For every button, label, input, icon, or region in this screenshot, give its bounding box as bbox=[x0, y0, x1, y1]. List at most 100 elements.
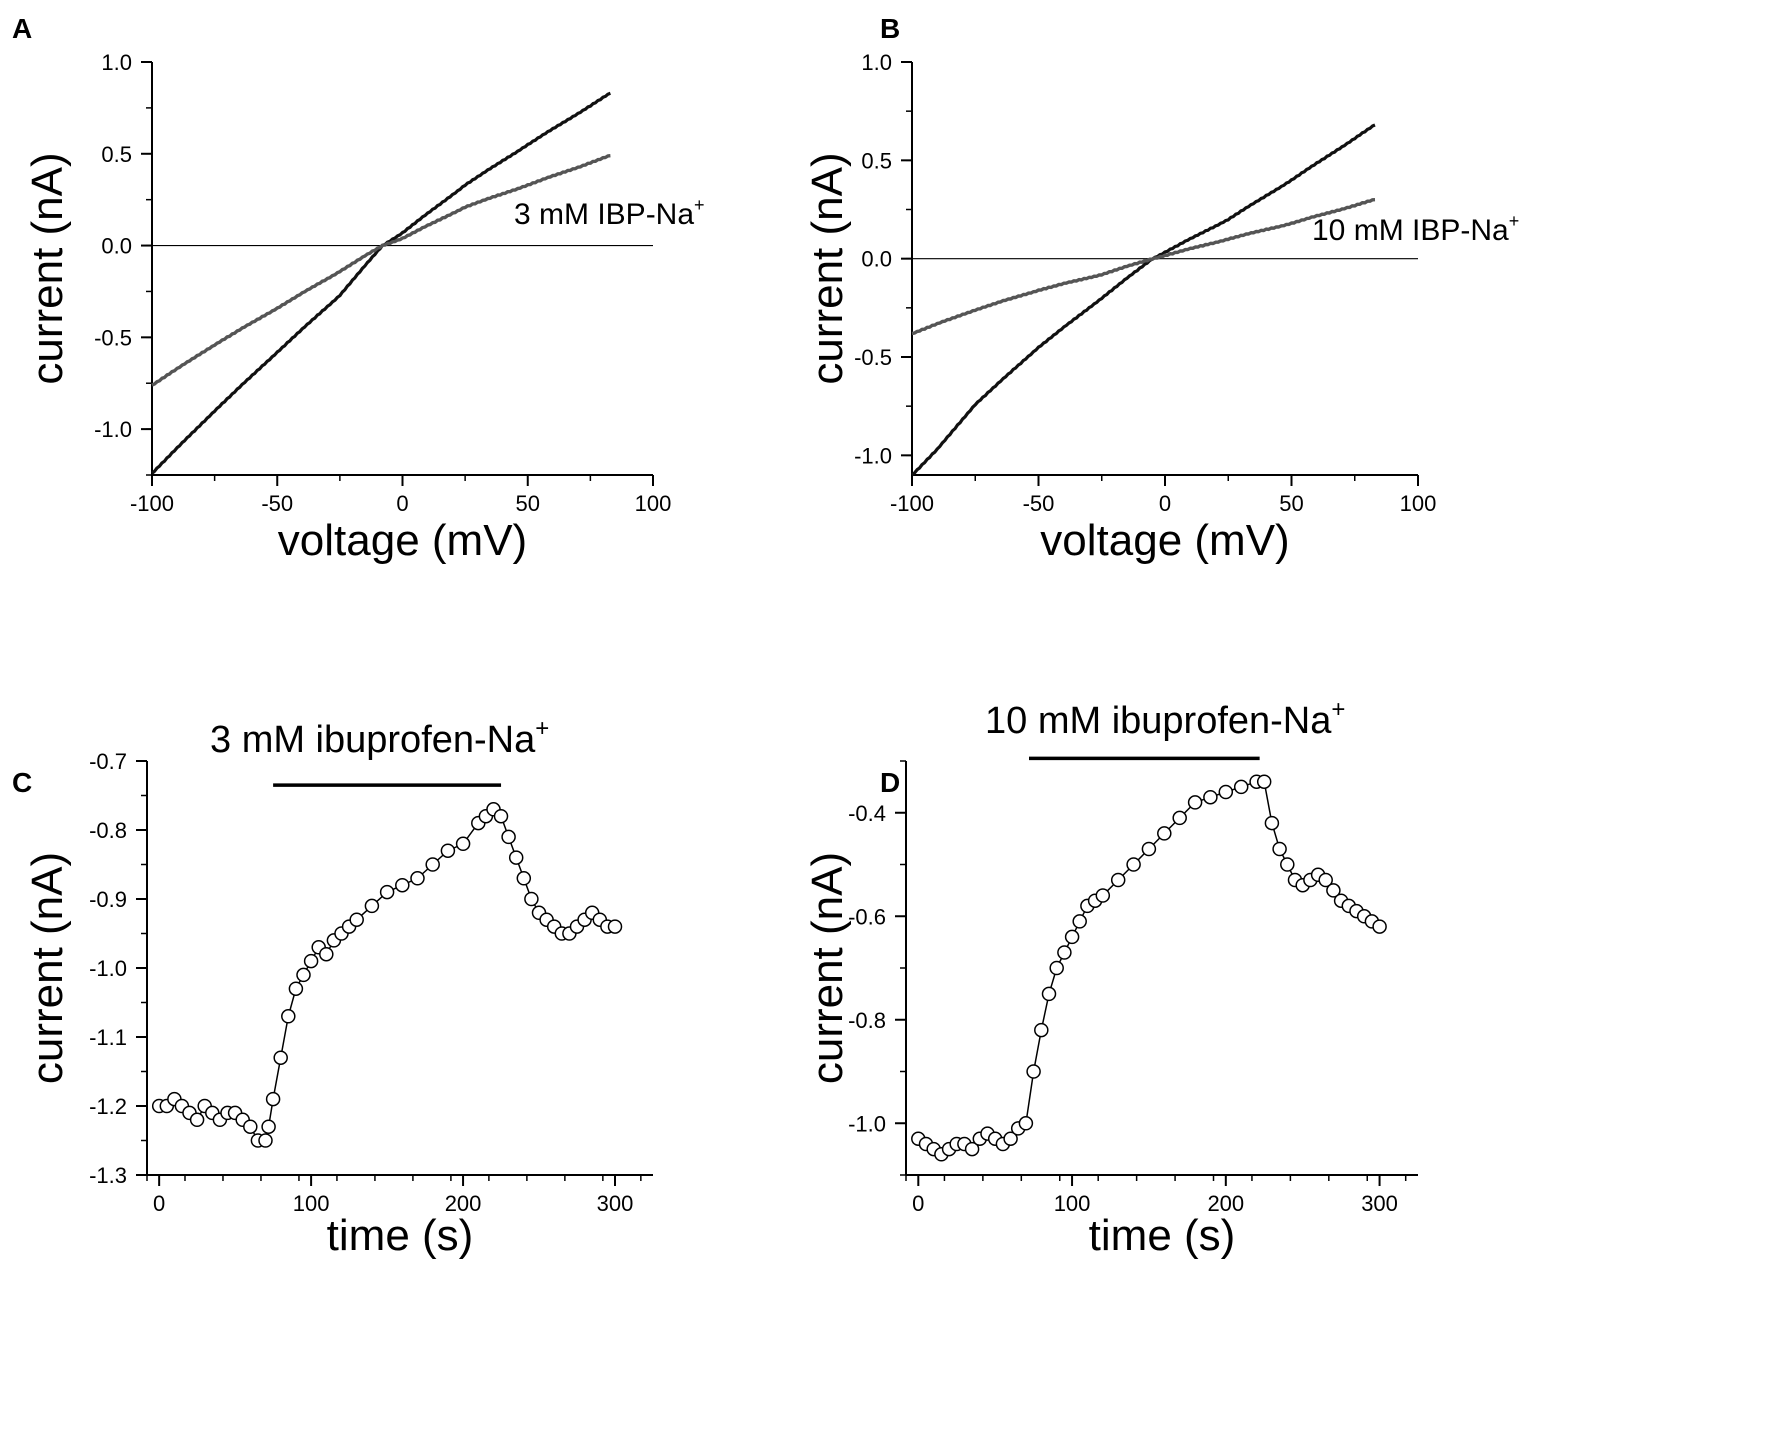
panel-d-x-tick-label: 0 bbox=[912, 1191, 924, 1216]
panel-c-data-point bbox=[349, 912, 364, 927]
panel-d-data-point bbox=[1049, 960, 1064, 976]
panel-d-data-point bbox=[1218, 784, 1234, 800]
panel-d-data-point bbox=[1126, 857, 1141, 872]
panel-d-data-point bbox=[1057, 945, 1072, 960]
panel-c-y-tick-label: -1.3 bbox=[89, 1163, 127, 1188]
panel-d-data-point bbox=[1064, 929, 1080, 945]
panel-c-data-point bbox=[281, 1009, 296, 1024]
panel-c-data-point bbox=[501, 829, 516, 845]
panel-b-y-tick-label: 1.0 bbox=[861, 50, 892, 75]
panel-d-y-tick-label: -0.8 bbox=[848, 1008, 886, 1033]
panel-a-annotation-text: 3 mM IBP-Na bbox=[514, 198, 694, 231]
panel-b-y-tick-label: 0.5 bbox=[861, 148, 892, 173]
panel-c-y-tick-label: -1.1 bbox=[89, 1025, 127, 1050]
panel-d-data-point bbox=[1072, 914, 1087, 929]
panel-a-annotation: 3 mM IBP-Na+ bbox=[514, 195, 705, 231]
panel-c-data-point bbox=[524, 891, 539, 907]
panel-d-data-point bbox=[1326, 883, 1341, 898]
panel-a-y-tick-label: 0.5 bbox=[101, 142, 132, 167]
panel-a-annotation-superscript: + bbox=[694, 195, 705, 215]
panel-a-x-tick-label: 100 bbox=[635, 491, 672, 516]
panel-c-data-point bbox=[296, 967, 311, 983]
panel-b-series-control-line bbox=[911, 123, 1376, 477]
panel-a-x-axis-label: voltage (mV) bbox=[278, 516, 527, 565]
panel-b-annotation: 10 mM IBP-Na+ bbox=[1312, 211, 1519, 247]
panel-d-data-point bbox=[1041, 986, 1057, 1002]
panel-a-y-tick-label: 1.0 bbox=[101, 50, 132, 75]
panel-d-y-tick-label: -1.0 bbox=[848, 1111, 886, 1136]
panel-c-y-tick-label: -1.2 bbox=[89, 1094, 127, 1119]
panel-b-letter: B bbox=[880, 13, 900, 44]
panel-d-data-point bbox=[1372, 919, 1387, 934]
panel-d-data-point bbox=[1003, 1131, 1018, 1147]
panel-c-data-point bbox=[319, 946, 334, 962]
panel-b-x-axis-label: voltage (mV) bbox=[1040, 516, 1289, 565]
panel-c-y-tick-label: -0.9 bbox=[89, 887, 127, 912]
panel-c-data-point bbox=[288, 981, 304, 996]
panel-d-data-point bbox=[1187, 795, 1203, 810]
panel-a-y-tick-label: -1.0 bbox=[94, 417, 132, 442]
panel-a-y-axis-label: current (nA) bbox=[23, 152, 72, 384]
panel-d-data-point bbox=[1026, 1064, 1041, 1079]
panel-c-y-axis-label: current (nA) bbox=[23, 852, 72, 1084]
panel-c-data-point bbox=[258, 1133, 273, 1148]
panel-c-y-tick-label: -0.8 bbox=[89, 818, 127, 843]
panel-c-data-point bbox=[455, 836, 471, 852]
panel-c-annotation: 3 mM ibuprofen-Na+ bbox=[210, 715, 549, 761]
panel-c-data-point bbox=[364, 898, 380, 914]
panel-d-annotation-text: 10 mM ibuprofen-Na bbox=[985, 700, 1332, 742]
panel-a-x-tick-label: -50 bbox=[261, 491, 293, 516]
panel-c-data-point bbox=[607, 919, 623, 934]
panel-b-y-tick-label: 0.0 bbox=[861, 247, 892, 272]
panel-c-y-tick-label: -1.0 bbox=[89, 956, 127, 981]
panel-d-annotation: 10 mM ibuprofen-Na+ bbox=[985, 696, 1345, 742]
panel-b-x-tick-label: -50 bbox=[1023, 491, 1055, 516]
panel-a-series-ibp-line bbox=[151, 154, 611, 387]
panel-d-letter: D bbox=[880, 767, 900, 798]
panel-d-data-point bbox=[1233, 779, 1249, 795]
panel-c-data-point bbox=[425, 857, 440, 872]
panel-d-data-point bbox=[1157, 826, 1172, 841]
panel-b-y-tick-label: -0.5 bbox=[854, 345, 892, 370]
panel-c-data-point bbox=[379, 884, 395, 900]
panel-d-data-point bbox=[1203, 789, 1218, 805]
panel-d-x-tick-label: 300 bbox=[1361, 1191, 1398, 1216]
panel-c-annotation-superscript: + bbox=[535, 715, 549, 742]
panel-d-data-point bbox=[964, 1141, 980, 1157]
panel-d-data-point bbox=[1095, 888, 1111, 903]
panel-d-time-course: D 0 100 200 300 -0.4 -0.6 -0.8 -1.0 time (s) curr… bbox=[803, 696, 1418, 1260]
panel-d-data-point bbox=[1264, 815, 1280, 831]
panel-c-time-course: C 0 100 200 300 -0.7 -0.8 -0.9 -1.0 -1.1 -1.2 -1.3… bbox=[12, 715, 653, 1260]
panel-c-x-axis-label: time (s) bbox=[327, 1211, 474, 1260]
panel-d-x-tick-label: 100 bbox=[1054, 1191, 1091, 1216]
panel-a-iv-curve: A -100 -50 0 50 100 1.0 0.5 0.0 -0.5 -1.0 voltage … bbox=[12, 13, 705, 565]
panel-c-x-tick-label: 200 bbox=[445, 1191, 482, 1216]
panel-c-data-point bbox=[273, 1050, 288, 1065]
panel-c-data-point bbox=[189, 1112, 205, 1128]
panel-b-y-axis-label: current (nA) bbox=[803, 152, 852, 384]
panel-d-y-tick-label: -0.6 bbox=[848, 904, 886, 929]
panel-a-x-tick-label: -100 bbox=[130, 491, 174, 516]
panel-d-data-point bbox=[1318, 872, 1333, 888]
panel-c-data-point bbox=[440, 843, 456, 858]
panel-d-data-point bbox=[1034, 1022, 1049, 1038]
panel-b-x-tick-label: 50 bbox=[1279, 491, 1303, 516]
panel-c-data-point bbox=[508, 850, 524, 865]
panel-d-data-point bbox=[1141, 841, 1157, 857]
panel-a-x-tick-label: 50 bbox=[516, 491, 540, 516]
panel-c-y-tick-label: -0.7 bbox=[89, 749, 127, 774]
panel-d-data-point bbox=[1256, 774, 1272, 789]
panel-d-y-axis-label: current (nA) bbox=[803, 852, 852, 1084]
panel-b-annotation-superscript: + bbox=[1509, 211, 1520, 231]
panel-d-data-point bbox=[1172, 810, 1187, 826]
panel-b-annotation-text: 10 mM IBP-Na bbox=[1312, 214, 1509, 247]
panel-c-data-point bbox=[493, 808, 509, 824]
panel-d-data-point bbox=[1110, 872, 1126, 888]
panel-a-x-tick-label: 0 bbox=[396, 491, 408, 516]
panel-c-data-point bbox=[516, 871, 532, 886]
panel-d-annotation-superscript: + bbox=[1331, 696, 1345, 723]
panel-c-annotation-text: 3 mM ibuprofen-Na bbox=[210, 719, 536, 761]
panel-c-x-tick-label: 100 bbox=[293, 1191, 330, 1216]
panel-c-letter: C bbox=[12, 767, 32, 798]
panel-c-x-tick-label: 300 bbox=[597, 1191, 634, 1216]
